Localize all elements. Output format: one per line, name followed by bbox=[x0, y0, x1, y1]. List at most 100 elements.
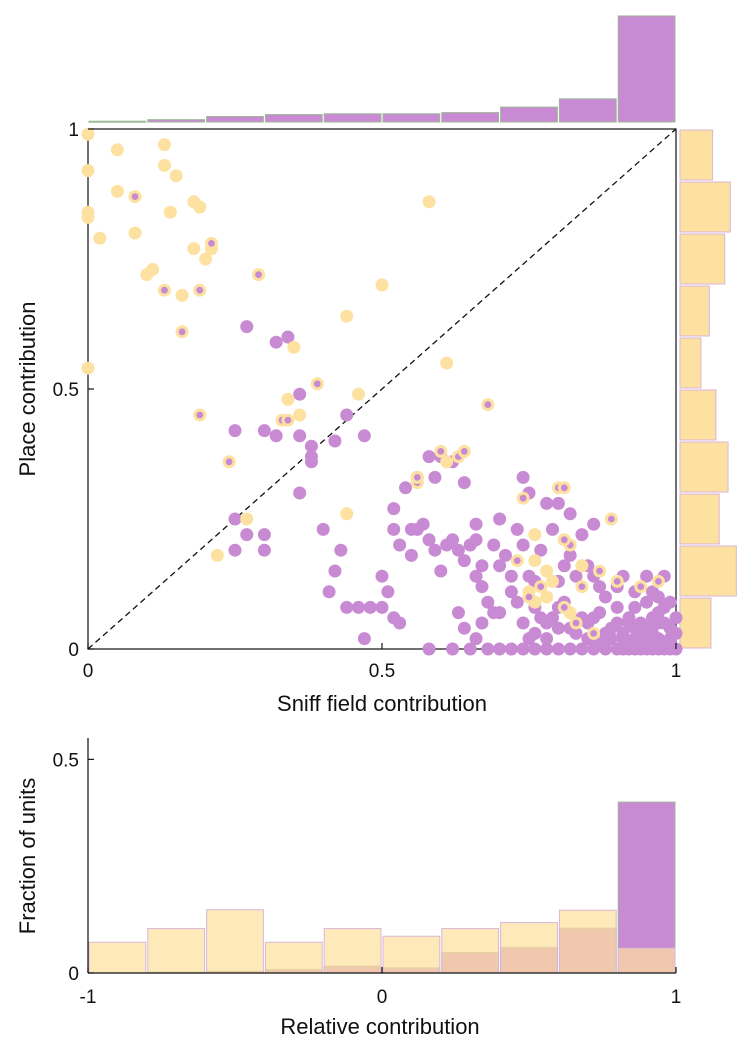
right-hist-bar bbox=[679, 441, 729, 493]
scatter-point-sniff bbox=[393, 538, 407, 552]
rel-bar-place bbox=[500, 922, 558, 974]
scatter-point-sniff bbox=[651, 590, 665, 604]
rel-bar-place bbox=[264, 941, 323, 974]
scatter-point-sniff bbox=[563, 548, 577, 562]
scatter-point-mixed-core bbox=[178, 328, 186, 336]
right-hist-bar bbox=[679, 337, 702, 389]
scatter-point-sniff bbox=[551, 621, 565, 635]
scatter-point-sniff bbox=[540, 496, 554, 510]
scatter-point-mixed-core bbox=[196, 286, 204, 294]
scatter-point-sniff bbox=[457, 476, 471, 490]
scatter-point-sniff bbox=[593, 606, 607, 620]
identity-diagonal-line bbox=[87, 128, 677, 650]
scatter-point-place bbox=[163, 205, 177, 219]
scatter-point-sniff bbox=[481, 595, 495, 609]
scatter-point-sniff bbox=[528, 642, 542, 656]
scatter-point-mixed-core bbox=[225, 458, 233, 466]
scatter-point-sniff bbox=[457, 621, 471, 635]
scatter-point-mixed-core bbox=[208, 240, 215, 247]
scatter-point-sniff bbox=[663, 637, 677, 651]
scatter-point-sniff bbox=[487, 538, 501, 552]
top-hist-bar bbox=[441, 112, 500, 123]
scatter-point-sniff bbox=[516, 470, 530, 484]
scatter-x-tick-label: 0.5 bbox=[369, 661, 395, 682]
scatter-point-place bbox=[110, 184, 124, 198]
scatter-point-sniff bbox=[328, 434, 342, 448]
right-hist-bar bbox=[679, 129, 714, 181]
scatter-point-sniff bbox=[446, 642, 460, 656]
rel-x-tick-label: 1 bbox=[671, 987, 682, 1008]
scatter-point-place bbox=[546, 574, 560, 588]
scatter-point-sniff bbox=[387, 502, 401, 516]
rel-bar-sniff bbox=[617, 801, 676, 974]
scatter-point-sniff bbox=[575, 642, 589, 656]
scatter-point-sniff bbox=[504, 585, 518, 599]
scatter-point-sniff bbox=[569, 569, 583, 583]
scatter-point-sniff bbox=[563, 642, 577, 656]
scatter-point-sniff bbox=[446, 533, 460, 547]
scatter-point-place bbox=[240, 512, 254, 526]
scatter-point-sniff bbox=[493, 606, 507, 620]
scatter-point-sniff bbox=[469, 533, 483, 547]
scatter-point-mixed-core bbox=[484, 401, 492, 408]
scatter-point-sniff bbox=[257, 543, 271, 557]
rel-bar-place bbox=[441, 928, 500, 974]
scatter-point-sniff bbox=[645, 611, 659, 625]
scatter-point-place bbox=[81, 361, 95, 375]
scatter-point-mixed-core bbox=[537, 583, 545, 590]
scatter-point-place bbox=[128, 226, 142, 240]
scatter-point-place bbox=[528, 554, 542, 568]
scatter-point-sniff bbox=[551, 642, 565, 656]
rel-x-tick-label: 0 bbox=[377, 987, 388, 1008]
scatter-point-sniff bbox=[575, 528, 589, 542]
scatter-point-place bbox=[157, 138, 171, 152]
scatter-point-sniff bbox=[522, 632, 536, 646]
scatter-point-sniff bbox=[493, 512, 507, 526]
scatter-point-sniff bbox=[481, 642, 495, 656]
scatter-point-sniff bbox=[551, 496, 565, 510]
scatter-point-place bbox=[175, 288, 189, 302]
scatter-point-sniff bbox=[616, 626, 630, 640]
rel-bar-place bbox=[323, 928, 382, 974]
scatter-point-sniff bbox=[387, 522, 401, 536]
scatter-point-mixed-core bbox=[196, 411, 204, 419]
scatter-point-place bbox=[440, 455, 454, 469]
scatter-point-mixed-core bbox=[607, 515, 615, 523]
scatter-point-sniff bbox=[293, 429, 307, 443]
scatter-point-sniff bbox=[340, 600, 354, 614]
scatter-point-sniff bbox=[257, 424, 271, 438]
scatter-point-mixed-core bbox=[654, 578, 662, 585]
right-hist-bar bbox=[679, 233, 726, 285]
top-hist-bar bbox=[147, 119, 206, 123]
scatter-point-sniff bbox=[257, 528, 271, 542]
scatter-point-mixed-core bbox=[637, 583, 645, 590]
scatter-point-sniff bbox=[422, 642, 436, 656]
rel-bar-place bbox=[206, 909, 264, 974]
scatter-point-sniff bbox=[493, 559, 507, 573]
scatter-point-sniff bbox=[340, 408, 354, 422]
scatter-point-place bbox=[193, 200, 207, 214]
scatter-point-place bbox=[540, 590, 554, 604]
scatter-point-sniff bbox=[416, 517, 430, 531]
scatter-point-sniff bbox=[451, 606, 465, 620]
scatter-x-tick-label: 1 bbox=[671, 661, 682, 682]
scatter-point-sniff bbox=[469, 569, 483, 583]
scatter-point-place bbox=[81, 127, 95, 141]
rel-y-tick-label: 0.5 bbox=[53, 750, 79, 771]
scatter-point-sniff bbox=[587, 517, 601, 531]
scatter-point-sniff bbox=[534, 543, 548, 557]
scatter-point-sniff bbox=[422, 450, 436, 464]
scatter-point-place bbox=[110, 143, 124, 157]
scatter-point-place bbox=[81, 210, 95, 224]
scatter-point-sniff bbox=[322, 585, 336, 599]
scatter-point-sniff bbox=[610, 616, 624, 630]
scatter-point-sniff bbox=[498, 548, 512, 562]
scatter-panel: 0 0.5 1 0 0.5 1 Sniff field contribution Plac… bbox=[15, 120, 683, 716]
top-hist-bar bbox=[206, 116, 264, 123]
scatter-point-place bbox=[528, 528, 542, 542]
scatter-point-sniff bbox=[363, 600, 377, 614]
right-hist-bar bbox=[679, 181, 731, 233]
top-hist-bar bbox=[558, 98, 617, 123]
scatter-point-sniff bbox=[240, 320, 254, 334]
scatter-point-mixed-core bbox=[161, 286, 168, 294]
